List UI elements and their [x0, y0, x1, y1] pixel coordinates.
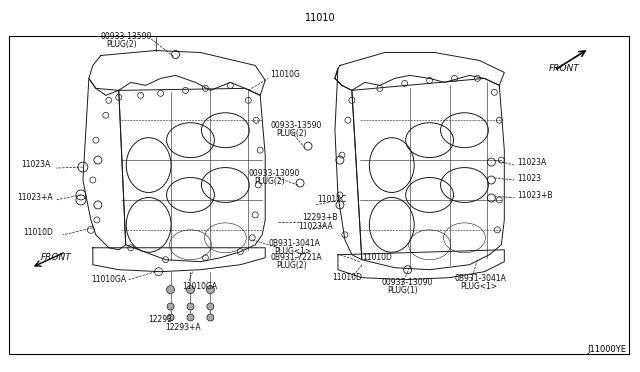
- Text: FRONT: FRONT: [41, 253, 72, 262]
- Text: 11010D: 11010D: [332, 273, 362, 282]
- Text: PLUG(2): PLUG(2): [106, 40, 136, 49]
- Text: PLUG<1>: PLUG<1>: [274, 247, 311, 256]
- Circle shape: [207, 314, 214, 321]
- Text: 0B931-3041A: 0B931-3041A: [268, 239, 320, 248]
- Text: FRONT: FRONT: [549, 64, 580, 73]
- Text: 11010D: 11010D: [362, 253, 392, 262]
- Text: PLUG(1): PLUG(1): [388, 286, 419, 295]
- Text: 11010C: 11010C: [317, 195, 346, 205]
- Text: 12293+B: 12293+B: [302, 214, 337, 222]
- Text: 11010GA: 11010GA: [182, 282, 218, 291]
- Text: J11000YE: J11000YE: [588, 345, 627, 355]
- Circle shape: [167, 314, 174, 321]
- Text: 0B931-3041A: 0B931-3041A: [454, 274, 506, 283]
- Text: 11023A: 11023A: [517, 158, 547, 167]
- Text: 00933-13590: 00933-13590: [101, 32, 152, 41]
- Text: 12293+A: 12293+A: [166, 323, 201, 332]
- Text: PLUG(2): PLUG(2): [254, 177, 285, 186]
- Text: 00933-13090: 00933-13090: [248, 169, 300, 177]
- Text: 11023AA: 11023AA: [298, 222, 333, 231]
- Circle shape: [167, 303, 174, 310]
- Circle shape: [186, 286, 195, 294]
- Text: 00933-13590: 00933-13590: [270, 121, 321, 130]
- Circle shape: [187, 314, 194, 321]
- Text: 11010GA: 11010GA: [91, 275, 126, 284]
- Circle shape: [207, 286, 214, 294]
- Text: 11023: 11023: [517, 173, 541, 183]
- Text: 00933-13090: 00933-13090: [382, 278, 433, 287]
- Text: 11023A: 11023A: [21, 160, 51, 169]
- Text: PLUG<1>: PLUG<1>: [460, 282, 497, 291]
- Text: 0B931-7221A: 0B931-7221A: [270, 253, 322, 262]
- Circle shape: [207, 303, 214, 310]
- Text: PLUG(2): PLUG(2): [276, 261, 307, 270]
- Text: 12293: 12293: [148, 315, 173, 324]
- Text: 11023+A: 11023+A: [17, 193, 52, 202]
- Bar: [9, 36, 629, 355]
- Text: 11023+B: 11023+B: [517, 192, 553, 201]
- Circle shape: [187, 303, 194, 310]
- Text: PLUG(2): PLUG(2): [276, 129, 307, 138]
- Text: 11010D: 11010D: [23, 228, 53, 237]
- Circle shape: [166, 286, 175, 294]
- Text: 11010: 11010: [305, 13, 335, 23]
- Text: 11010G: 11010G: [270, 70, 300, 79]
